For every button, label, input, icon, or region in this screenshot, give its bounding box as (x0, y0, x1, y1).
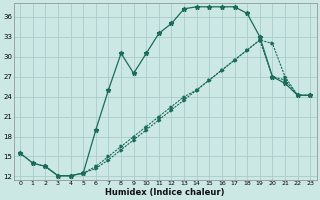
X-axis label: Humidex (Indice chaleur): Humidex (Indice chaleur) (106, 188, 225, 197)
